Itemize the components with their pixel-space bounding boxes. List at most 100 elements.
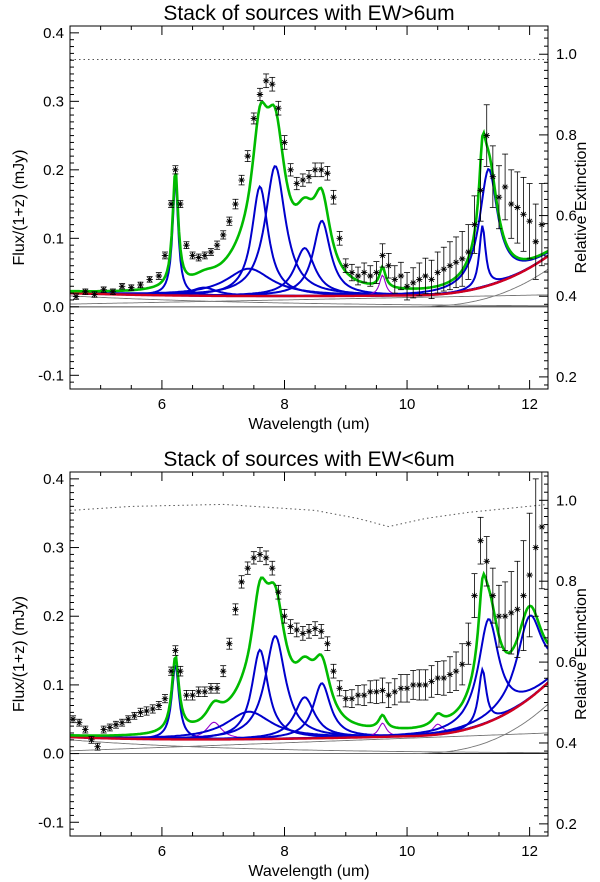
- data-point: [100, 286, 107, 293]
- asterisk-marker: [514, 606, 521, 613]
- asterisk-marker: [477, 187, 484, 194]
- asterisk-marker: [318, 166, 325, 174]
- asterisk-marker: [416, 276, 423, 283]
- asterisk-marker: [201, 252, 209, 259]
- asterisk-marker: [354, 692, 362, 699]
- asterisk-marker: [155, 272, 163, 280]
- data-point: [367, 680, 374, 704]
- asterisk-marker: [305, 173, 313, 180]
- data-point: [232, 603, 239, 616]
- chart-title: Stack of sources with EW<6um: [163, 448, 454, 471]
- asterisk-marker: [100, 726, 107, 733]
- data-point: [311, 621, 319, 636]
- data-point: [489, 567, 497, 624]
- asterisk-marker: [508, 200, 515, 208]
- data-point: [440, 660, 448, 696]
- data-point: [220, 230, 227, 240]
- asterisk-marker: [391, 688, 398, 695]
- data-point: [207, 683, 215, 694]
- asterisk-marker: [348, 695, 356, 702]
- data-point: [256, 547, 264, 562]
- asterisk-marker: [281, 139, 288, 146]
- data-point: [137, 707, 144, 717]
- data-point: [201, 251, 209, 260]
- data-point: [269, 560, 276, 576]
- data-point: [167, 200, 175, 208]
- asterisk-marker: [88, 736, 95, 744]
- data-point: [207, 248, 215, 256]
- y-tick-label: 0.2: [43, 608, 64, 625]
- asterisk-marker: [465, 248, 472, 256]
- asterisk-marker: [112, 721, 120, 728]
- data-point: [403, 272, 411, 301]
- asterisk-marker: [118, 283, 126, 290]
- data-point: [149, 704, 156, 714]
- extinction-curve: [70, 503, 548, 528]
- data-point: [275, 100, 282, 116]
- y2-tick-label: 1.0: [556, 46, 577, 63]
- asterisk-marker: [161, 252, 169, 259]
- asterisk-marker: [428, 678, 435, 685]
- asterisk-marker: [118, 719, 126, 726]
- asterisk-marker: [195, 254, 202, 261]
- data-point: [172, 645, 179, 656]
- asterisk-marker: [330, 194, 337, 201]
- data-point: [189, 251, 196, 260]
- data-point: [256, 87, 264, 102]
- data-point: [201, 686, 209, 697]
- asterisk-marker: [72, 293, 80, 300]
- asterisk-marker: [232, 200, 239, 208]
- data-point: [287, 619, 294, 634]
- asterisk-marker: [269, 81, 276, 88]
- data-point: [318, 624, 325, 639]
- asterisk-marker: [94, 743, 101, 750]
- data-point: [91, 291, 98, 298]
- data-point: [440, 246, 448, 292]
- data-point: [342, 258, 349, 273]
- asterisk-marker: [256, 91, 264, 98]
- data-point: [299, 626, 307, 641]
- continuum-total: [70, 255, 548, 298]
- asterisk-marker: [422, 272, 429, 280]
- asterisk-marker: [189, 252, 196, 259]
- asterisk-marker: [477, 537, 484, 544]
- asterisk-marker: [409, 279, 417, 287]
- asterisk-marker: [232, 606, 239, 613]
- asterisk-marker: [207, 685, 215, 692]
- asterisk-marker: [379, 687, 386, 694]
- data-point: [409, 267, 417, 299]
- asterisk-marker: [348, 269, 356, 276]
- data-point: [422, 669, 429, 701]
- y2-tick-label: 0.4: [556, 735, 577, 752]
- y-tick-label: 0.0: [43, 746, 64, 763]
- data-point: [195, 253, 202, 262]
- asterisk-marker: [281, 613, 288, 620]
- data-point: [434, 661, 441, 695]
- asterisk-marker: [311, 166, 319, 174]
- data-point: [489, 145, 497, 208]
- data-point: [183, 690, 190, 701]
- data-point: [416, 669, 423, 701]
- data-point: [213, 240, 221, 250]
- asterisk-marker: [434, 269, 441, 276]
- data-point: [538, 183, 546, 267]
- data-point: [244, 561, 251, 575]
- data-point: [137, 281, 144, 289]
- asterisk-marker: [508, 609, 515, 616]
- data-point: [189, 690, 196, 701]
- asterisk-marker: [324, 640, 331, 647]
- data-point: [75, 718, 83, 727]
- y-tick-label: 0.4: [43, 471, 64, 488]
- data-point: [155, 272, 163, 280]
- y-tick-label: 0.3: [43, 540, 64, 557]
- asterisk-marker: [82, 726, 89, 733]
- data-point: [354, 266, 362, 286]
- asterisk-marker: [131, 712, 138, 720]
- data-point: [508, 571, 515, 655]
- asterisk-marker: [287, 623, 294, 630]
- asterisk-marker: [262, 77, 270, 84]
- data-point: [532, 478, 539, 617]
- asterisk-marker: [293, 626, 300, 634]
- data-point: [262, 550, 270, 566]
- asterisk-marker: [238, 176, 245, 184]
